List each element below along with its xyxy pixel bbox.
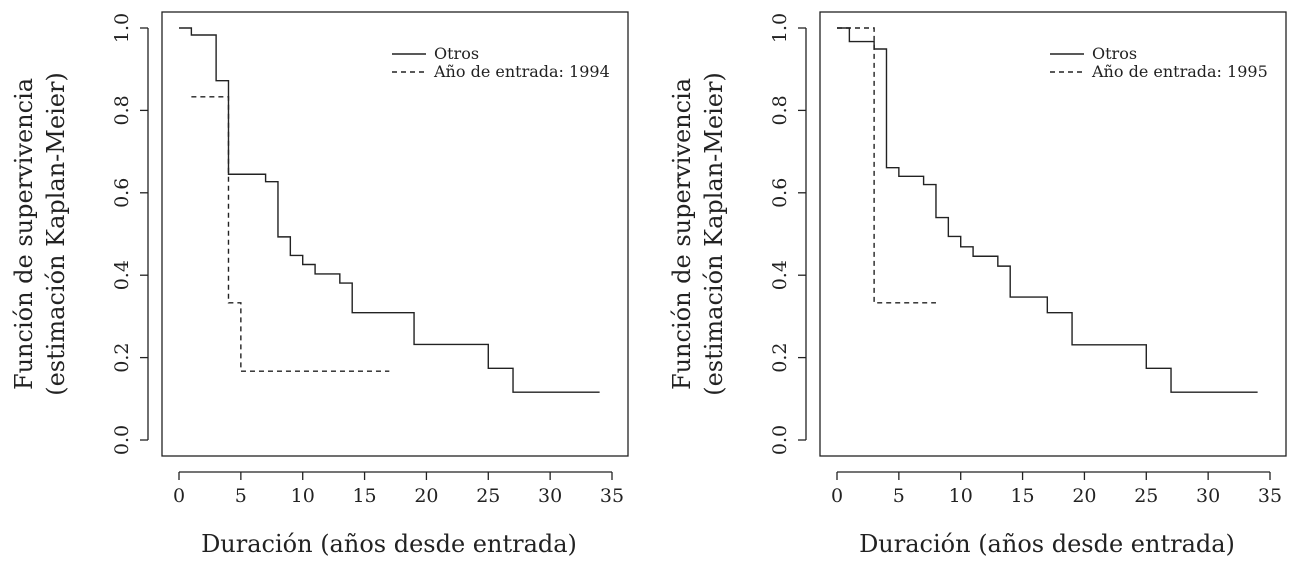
y-axis-title-line: (estimación Kaplan-Meier) [700, 72, 728, 396]
x-tick-label: 10 [291, 485, 315, 507]
y-tick-label: 0.4 [769, 260, 791, 290]
x-tick-label: 0 [831, 485, 843, 507]
y-tick-label: 0.8 [111, 95, 133, 125]
y-tick-label: 0.8 [769, 95, 791, 125]
x-tick-label: 5 [893, 485, 905, 507]
legend-label: Otros [434, 44, 479, 63]
y-axis-title-line: Función de supervivencia [10, 78, 38, 390]
series-otros-line [837, 27, 1258, 393]
x-tick-label: 15 [1010, 485, 1034, 507]
x-tick-label: 10 [949, 485, 973, 507]
y-tick-label: 0.6 [769, 178, 791, 208]
series-cohort-line [191, 96, 390, 372]
x-tick-label: 35 [1258, 485, 1282, 507]
x-tick-label: 5 [235, 485, 247, 507]
x-tick-label: 25 [476, 485, 500, 507]
y-tick-label: 0.4 [111, 260, 133, 290]
legend-label: Año de entrada: 1995 [1091, 62, 1268, 81]
y-tick-label: 1.0 [769, 13, 791, 43]
y-axis-title-line: (estimación Kaplan-Meier) [42, 72, 70, 396]
x-tick-label: 25 [1134, 485, 1158, 507]
x-tick-label: 30 [1196, 485, 1220, 507]
y-tick-label: 0.6 [111, 178, 133, 208]
plot-frame [161, 11, 629, 457]
legend-label: Año de entrada: 1994 [433, 62, 610, 81]
series-otros-line [179, 27, 600, 393]
km-chart-1994: 0 5 10 15 20 25 30 35 0.0 0.2 0.4 0.6 0.8 1.0 Duración… [10, 11, 629, 558]
y-tick-label: 0.2 [111, 342, 133, 372]
series-cohort-line [837, 27, 936, 304]
x-tick-label: 20 [414, 485, 438, 507]
x-axis-title: Duración (años desde entrada) [201, 530, 577, 558]
x-tick-label: 20 [1072, 485, 1096, 507]
km-chart-1995: 0 5 10 15 20 25 30 35 0.0 0.2 0.4 0.6 0.8 1.0 Duración… [668, 11, 1287, 558]
plot-frame [819, 11, 1287, 457]
legend-label: Otros [1092, 44, 1137, 63]
y-tick-label: 0.0 [769, 425, 791, 455]
x-tick-label: 15 [352, 485, 376, 507]
x-tick-label: 30 [538, 485, 562, 507]
y-tick-label: 1.0 [111, 13, 133, 43]
y-tick-label: 0.2 [769, 342, 791, 372]
y-axis-title-line: Función de supervivencia [668, 78, 696, 390]
x-tick-label: 35 [600, 485, 624, 507]
x-axis-title: Duración (años desde entrada) [859, 530, 1235, 558]
y-tick-label: 0.0 [111, 425, 133, 455]
x-tick-label: 0 [173, 485, 185, 507]
